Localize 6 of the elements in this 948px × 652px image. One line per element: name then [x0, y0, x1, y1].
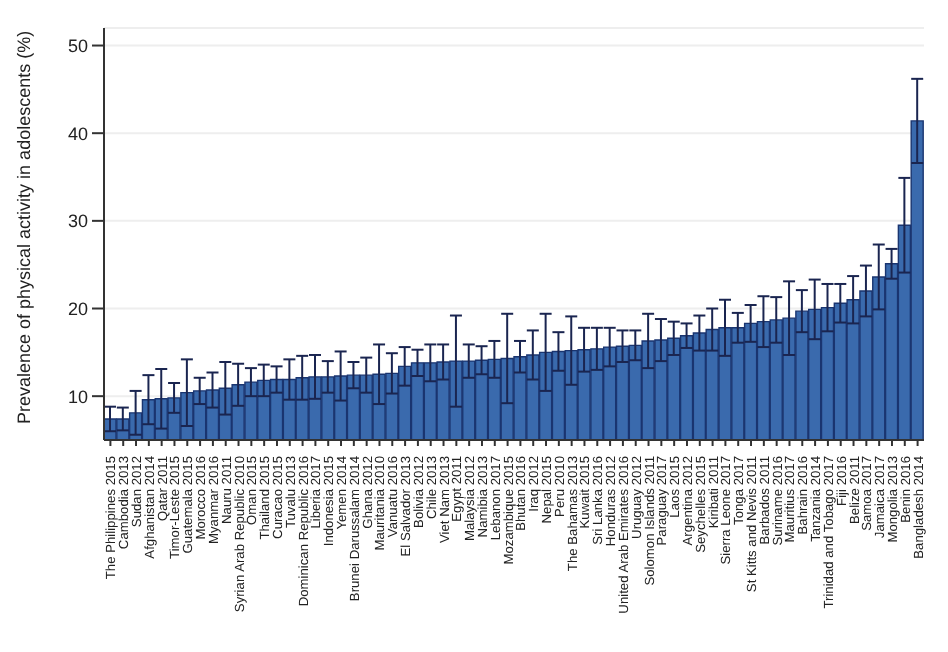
y-tick-label: 30 [67, 211, 88, 232]
y-tick-label: 50 [67, 35, 88, 56]
y-tick-label: 10 [67, 386, 88, 407]
y-tick-label: 20 [67, 298, 88, 319]
y-tick-label: 40 [67, 123, 88, 144]
y-axis-title: Prevalence of physical activity in adolescents (%) [14, 30, 35, 424]
